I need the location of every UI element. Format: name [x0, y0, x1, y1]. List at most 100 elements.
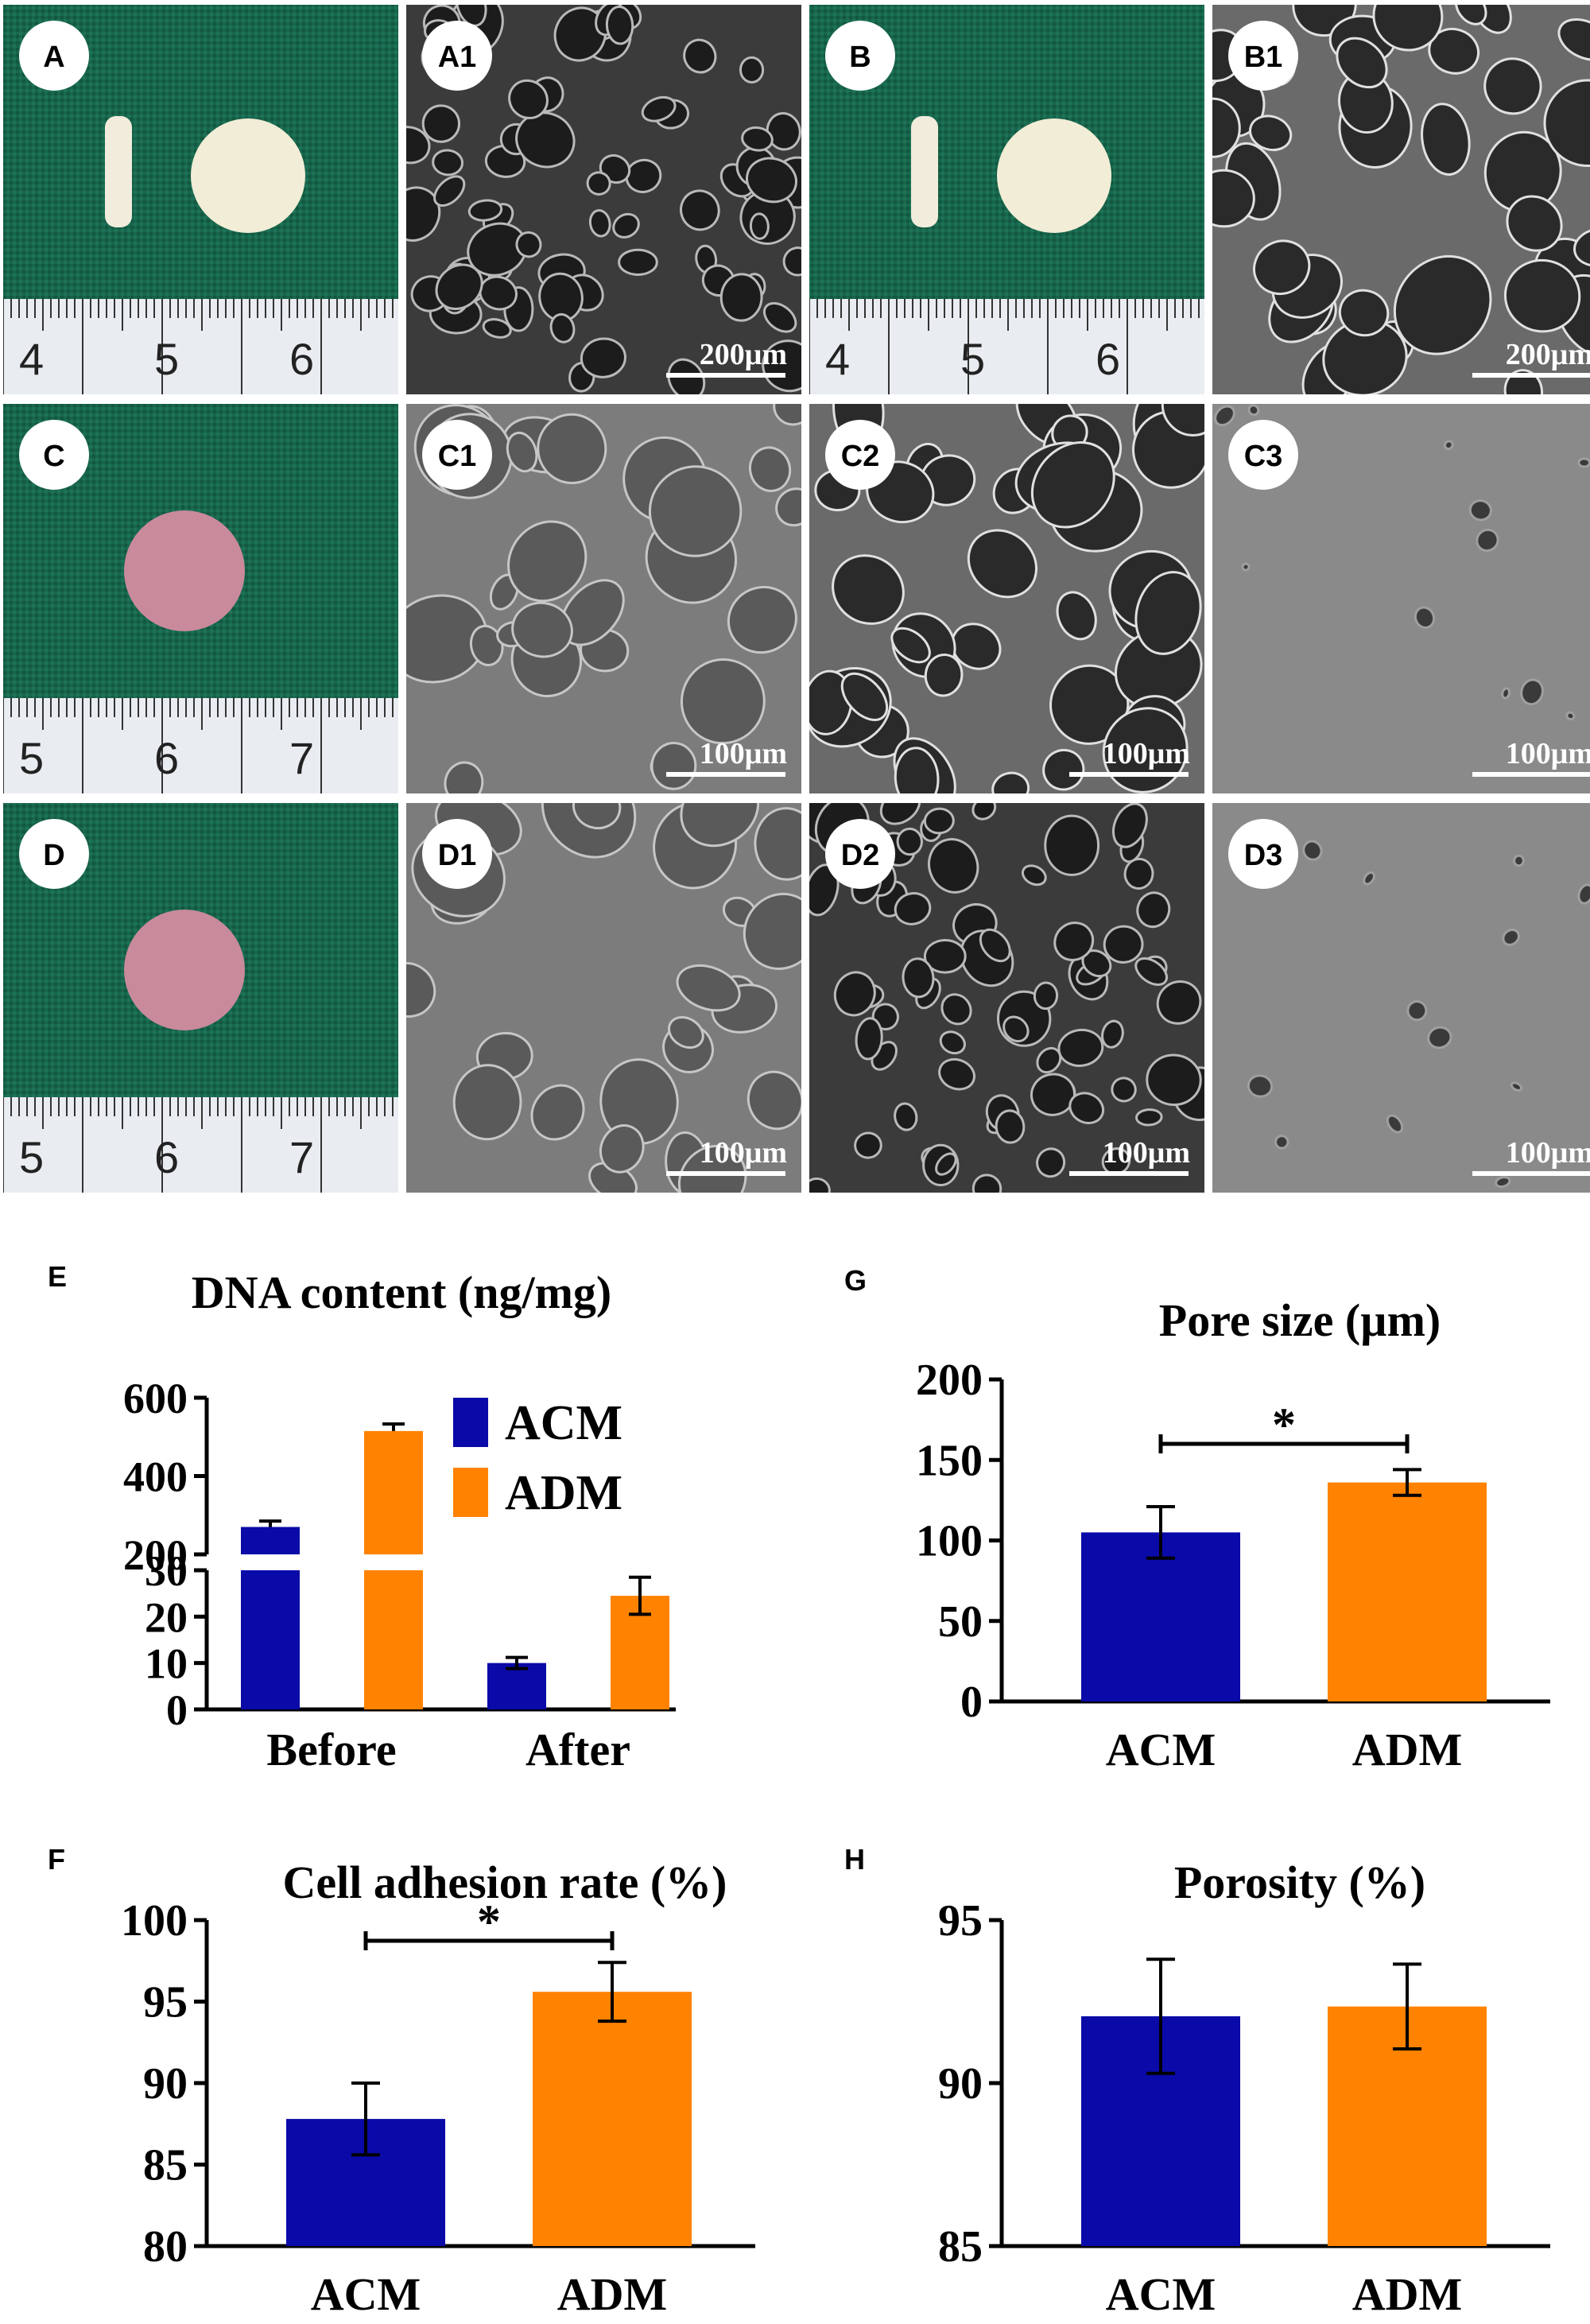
- sem-pore: [1033, 981, 1059, 1011]
- sem-pore: [854, 1131, 882, 1159]
- bar-acm: [1081, 1532, 1240, 1701]
- significance-star: *: [477, 1895, 501, 1948]
- sem-pore: [1021, 864, 1047, 887]
- sem-pore: [879, 803, 921, 825]
- y-tick-label: 95: [143, 1978, 188, 2027]
- sem-pore: [1068, 1092, 1105, 1124]
- sem-pore: [676, 964, 741, 1012]
- sem-pore: [433, 175, 466, 208]
- panel-C2: 100μm C2: [809, 404, 1204, 793]
- sem-pore: [515, 111, 576, 169]
- sem-pore: [1135, 1108, 1163, 1127]
- sem-pore: [677, 1145, 747, 1193]
- sem-pore: [727, 585, 797, 654]
- sem-pore: [1503, 258, 1581, 333]
- sem-pore: [444, 761, 484, 793]
- sem-pore: [1247, 1074, 1274, 1098]
- panel-label-badge: [1228, 819, 1298, 889]
- sample-disc: [124, 910, 245, 1030]
- scale-bar-label: 200μm: [700, 338, 787, 371]
- panel-label-badge: [1228, 21, 1298, 91]
- sem-pore: [641, 95, 677, 122]
- ruler-number: 5: [19, 733, 44, 783]
- sem-pore: [1212, 97, 1241, 158]
- sem-pore: [1338, 289, 1390, 337]
- sem-pore: [749, 212, 770, 240]
- sem-pore: [1363, 871, 1375, 886]
- sem-pore: [515, 231, 542, 258]
- sem-pore: [741, 126, 774, 152]
- sem-pore: [1501, 687, 1511, 700]
- sem-pore: [1302, 840, 1323, 861]
- sem-pore: [432, 149, 464, 177]
- legend-swatch-adm: [453, 1468, 488, 1517]
- sem-pore: [1214, 405, 1235, 427]
- chart-title: Pore size (µm): [1159, 1294, 1441, 1346]
- scale-bar-label: 100μm: [1103, 737, 1190, 770]
- y-tick-label: 0: [166, 1686, 188, 1734]
- sem-pore: [1044, 814, 1100, 876]
- sem-pore: [406, 126, 431, 165]
- sample-disc: [191, 118, 305, 233]
- x-tick-label: ACM: [1106, 2268, 1216, 2318]
- panel-label: D1: [438, 839, 477, 872]
- y-tick-label: 400: [123, 1453, 188, 1501]
- sem-pore: [923, 807, 955, 835]
- y-tick-label: 90: [938, 2059, 983, 2109]
- chart-cell-adhesion: Cell adhesion rate (%) 80 85 90 95 100 ACM ADM *: [121, 1856, 755, 2318]
- ruler-number: 6: [289, 334, 314, 384]
- panel-label-badge: [825, 21, 895, 91]
- panel-label-badge: [19, 420, 89, 490]
- ruler-number: 5: [960, 334, 985, 384]
- sem-pore: [971, 803, 997, 821]
- panel-label: A1: [438, 41, 477, 74]
- panel-C: 5 6 7 C: [3, 404, 398, 793]
- sem-pore: [1565, 711, 1576, 721]
- sem-pore: [625, 158, 662, 193]
- y-tick-label: 50: [938, 1597, 983, 1647]
- ruler: [809, 299, 1204, 394]
- ruler-number: 5: [19, 1132, 44, 1182]
- sem-pore: [1134, 956, 1169, 986]
- sem-pore: [1053, 921, 1095, 961]
- sem-pore: [747, 1070, 801, 1131]
- x-tick-label: Before: [266, 1724, 396, 1775]
- panel-label: C2: [841, 440, 880, 473]
- panel-D: 5 6 7 D: [3, 803, 398, 1193]
- scale-bar-label: 200μm: [1506, 338, 1590, 371]
- sample-disc: [997, 118, 1111, 233]
- sem-pore: [1513, 854, 1525, 867]
- panel-D2: 100μm D2: [809, 803, 1204, 1193]
- y-tick-label: 20: [145, 1593, 188, 1641]
- chart-pore-size: Pore size (µm) 0 50 100 150 200 ACM ADM *: [916, 1294, 1550, 1775]
- sem-pore: [1134, 571, 1202, 655]
- panel-label-badge: [1228, 420, 1298, 490]
- sem-pore: [467, 199, 503, 222]
- sem-pore: [775, 487, 801, 527]
- sem-pore: [586, 171, 611, 196]
- panel-label-badge: [422, 21, 492, 91]
- sem-pore: [508, 79, 549, 120]
- sem-pore: [1557, 17, 1590, 61]
- sem-pore: [1510, 1081, 1523, 1092]
- sem-pore: [1036, 1046, 1062, 1074]
- panel-label: C3: [1244, 440, 1283, 473]
- x-tick-label: ADM: [557, 2268, 668, 2318]
- sem-pore: [482, 318, 512, 339]
- scale-bar-label: 100μm: [700, 737, 787, 770]
- panel-label: C1: [438, 440, 477, 473]
- sem-pore: [991, 771, 1030, 793]
- sem-pore: [995, 1109, 1026, 1144]
- x-tick-label: ACM: [311, 2268, 421, 2318]
- sem-pore: [618, 248, 658, 276]
- sem-pore: [928, 838, 979, 894]
- sem-pore: [894, 1102, 918, 1131]
- sem-pore: [1057, 1028, 1104, 1067]
- sem-pore: [1577, 883, 1590, 905]
- legend-label-acm: ACM: [505, 1396, 622, 1450]
- panel-label: C: [43, 440, 64, 473]
- ruler: [3, 698, 398, 793]
- sem-pore: [1414, 606, 1436, 629]
- bar-acm-before-lower: [241, 1570, 300, 1709]
